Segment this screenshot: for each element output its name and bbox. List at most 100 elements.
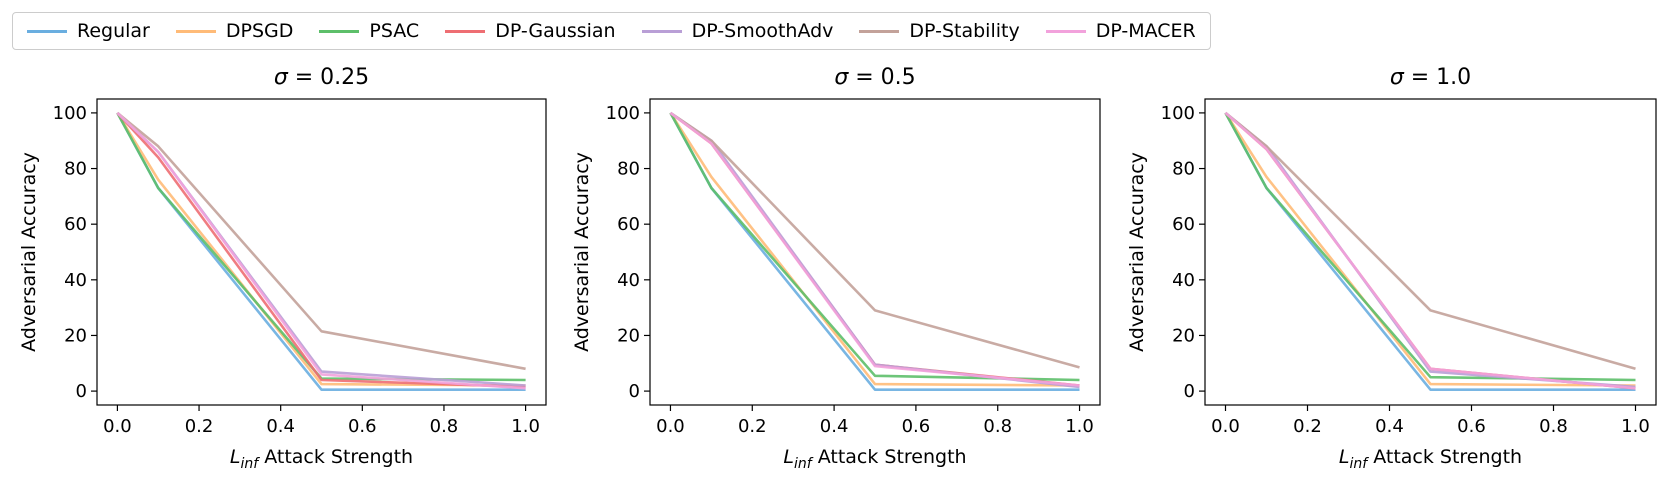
series-line-dpsgd xyxy=(1224,112,1636,387)
x-tick-label: 0.0 xyxy=(103,416,132,437)
title-sigma: σ xyxy=(274,65,289,90)
y-tick-label: 100 xyxy=(53,103,87,124)
plot-frame xyxy=(1204,98,1657,406)
x-tick-label: 1.0 xyxy=(1621,416,1650,437)
panel-title: σ = 1.0 xyxy=(1390,65,1471,90)
y-axis-label: Adversarial Accuracy xyxy=(1126,152,1148,352)
title-value: = 0.5 xyxy=(848,65,915,90)
y-tick-label: 20 xyxy=(1172,325,1195,346)
x-tick-label: 0.8 xyxy=(1539,416,1568,437)
legend-label: DP-SmoothAdv xyxy=(691,20,834,42)
legend-swatch xyxy=(859,29,900,33)
panel-title: σ = 0.25 xyxy=(274,65,369,90)
x-axis-label: Linf Attack Strength xyxy=(783,446,966,472)
x-tick-label: 0.4 xyxy=(820,416,849,437)
x-axis-label: Linf Attack Strength xyxy=(230,446,413,472)
x-tick-label: 0.8 xyxy=(983,416,1012,437)
chart-panel-1: 0.0 0.2 0.4 0.6 0.8 1.0 0 20 40 60 80 100 σ = 0.25 Li… xyxy=(18,65,547,472)
y-tick-label: 100 xyxy=(1161,103,1195,124)
legend-item-regular: Regular xyxy=(27,20,150,42)
chart-legend: Regular DPSGD PSAC DP-Gaussian DP-Smooth… xyxy=(12,12,1211,50)
xlabel-text: Attack Strength xyxy=(1367,446,1522,468)
panel-title: σ = 0.5 xyxy=(834,65,915,90)
y-tick-label: 60 xyxy=(64,214,87,235)
series-line-dp-smoothadv xyxy=(1224,111,1636,389)
legend-label: DPSGD xyxy=(225,20,294,42)
y-tick-label: 20 xyxy=(617,325,640,346)
series-line-dp-gaussian xyxy=(116,112,526,389)
series-line-dp-stability xyxy=(116,111,526,371)
xlabel-symbol: L xyxy=(783,446,794,468)
y-tick-label: 0 xyxy=(76,381,87,402)
y-tick-label: 60 xyxy=(617,214,640,235)
xlabel-text: Attack Strength xyxy=(258,446,413,468)
y-tick-label: 80 xyxy=(64,159,87,180)
legend-item-dpsgd: DPSGD xyxy=(175,20,294,42)
series-line-regular xyxy=(116,112,526,392)
series-line-dp-stability xyxy=(669,111,1080,369)
legend-label: DP-Stability xyxy=(909,20,1020,42)
x-tick-label: 0.2 xyxy=(185,416,214,437)
series-line-dp-stability xyxy=(1224,111,1636,371)
series-line-dp-gaussian xyxy=(669,111,1080,387)
xlabel-symbol: L xyxy=(1339,446,1350,468)
x-tick-label: 0.0 xyxy=(656,416,685,437)
series-line-dp-macer xyxy=(116,111,526,390)
x-tick-label: 0.2 xyxy=(1293,416,1322,437)
legend-item-dp-smoothadv: DP-SmoothAdv xyxy=(641,20,834,42)
y-tick-label: 40 xyxy=(64,270,87,291)
series-line-dp-smoothadv xyxy=(116,111,526,387)
y-tick-label: 20 xyxy=(64,325,87,346)
series-line-psac xyxy=(669,112,1080,382)
x-tick-label: 0.6 xyxy=(348,416,377,437)
legend-label: Regular xyxy=(77,20,150,42)
xlabel-subscript: inf xyxy=(240,456,260,472)
x-tick-label: 1.0 xyxy=(1065,416,1094,437)
legend-swatch xyxy=(445,29,486,33)
y-axis-label: Adversarial Accuracy xyxy=(18,152,40,352)
x-tick-label: 0.4 xyxy=(1375,416,1404,437)
y-tick-label: 80 xyxy=(1172,159,1195,180)
xlabel-subscript: inf xyxy=(794,456,814,472)
series-line-dp-macer xyxy=(1224,111,1636,390)
title-sigma: σ xyxy=(834,65,849,90)
y-axis-label: Adversarial Accuracy xyxy=(571,152,593,352)
legend-item-dp-macer: DP-MACER xyxy=(1045,20,1196,42)
x-tick-label: 0.4 xyxy=(266,416,295,437)
title-sigma: σ xyxy=(1390,65,1405,90)
xlabel-text: Attack Strength xyxy=(812,446,967,468)
x-tick-label: 0.6 xyxy=(902,416,931,437)
series-line-dpsgd xyxy=(669,112,1080,387)
legend-swatch xyxy=(175,29,216,33)
legend-swatch xyxy=(641,29,682,33)
x-tick-label: 0.0 xyxy=(1211,416,1240,437)
series-line-regular xyxy=(1224,112,1636,392)
xlabel-symbol: L xyxy=(230,446,241,468)
y-tick-label: 60 xyxy=(1172,214,1195,235)
x-tick-label: 0.6 xyxy=(1457,416,1486,437)
legend-item-dp-gaussian: DP-Gaussian xyxy=(445,20,616,42)
y-tick-label: 40 xyxy=(1172,270,1195,291)
series-line-regular xyxy=(669,112,1080,392)
legend-swatch xyxy=(319,29,360,33)
series-line-dp-gaussian xyxy=(1224,111,1636,390)
legend-label: DP-MACER xyxy=(1095,20,1196,42)
y-tick-label: 0 xyxy=(629,381,640,402)
series-line-psac xyxy=(1224,112,1636,382)
y-tick-label: 80 xyxy=(617,159,640,180)
chart-panel-2: 0.0 0.2 0.4 0.6 0.8 1.0 0 20 40 60 80 100 σ = 0.5 Lin… xyxy=(571,65,1101,472)
legend-label: DP-Gaussian xyxy=(495,20,616,42)
legend-item-psac: PSAC xyxy=(319,20,419,42)
y-tick-label: 0 xyxy=(1184,381,1195,402)
chart-panel-3: 0.0 0.2 0.4 0.6 0.8 1.0 0 20 40 60 80 100 σ = 1.0 Lin… xyxy=(1126,65,1657,472)
x-tick-label: 1.0 xyxy=(511,416,540,437)
title-value: = 1.0 xyxy=(1404,65,1471,90)
series-line-dp-macer xyxy=(669,111,1080,387)
series-line-psac xyxy=(116,112,526,382)
series-line-dp-smoothadv xyxy=(669,111,1080,389)
x-axis-label: Linf Attack Strength xyxy=(1339,446,1522,472)
y-tick-label: 40 xyxy=(617,270,640,291)
plot-frame xyxy=(96,98,547,406)
x-tick-label: 0.8 xyxy=(430,416,459,437)
